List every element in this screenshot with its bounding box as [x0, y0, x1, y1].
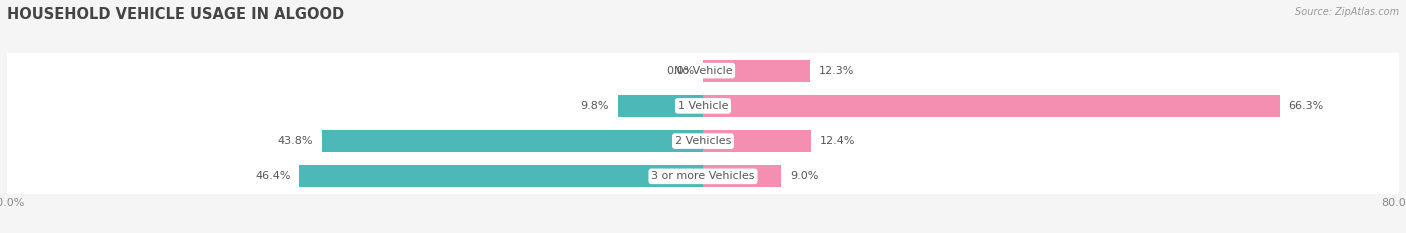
Bar: [7, 123, 1399, 159]
Bar: [703, 165, 782, 187]
Text: 46.4%: 46.4%: [254, 171, 291, 181]
Text: 66.3%: 66.3%: [1288, 101, 1323, 111]
Bar: [322, 130, 703, 152]
Text: 3 or more Vehicles: 3 or more Vehicles: [651, 171, 755, 181]
Text: 0.0%: 0.0%: [666, 66, 695, 76]
Text: 1 Vehicle: 1 Vehicle: [678, 101, 728, 111]
Text: HOUSEHOLD VEHICLE USAGE IN ALGOOD: HOUSEHOLD VEHICLE USAGE IN ALGOOD: [7, 7, 344, 22]
Text: No Vehicle: No Vehicle: [673, 66, 733, 76]
Text: 43.8%: 43.8%: [278, 136, 314, 146]
Bar: [7, 53, 1399, 88]
Bar: [7, 159, 1399, 194]
Text: 12.4%: 12.4%: [820, 136, 855, 146]
Text: Source: ZipAtlas.com: Source: ZipAtlas.com: [1295, 7, 1399, 17]
Bar: [703, 60, 810, 82]
Bar: [7, 88, 1399, 123]
Text: 2 Vehicles: 2 Vehicles: [675, 136, 731, 146]
Text: 9.8%: 9.8%: [581, 101, 609, 111]
Bar: [617, 95, 703, 117]
Bar: [299, 165, 703, 187]
Text: 9.0%: 9.0%: [790, 171, 818, 181]
Bar: [703, 95, 1279, 117]
Text: 12.3%: 12.3%: [818, 66, 853, 76]
Bar: [703, 130, 811, 152]
